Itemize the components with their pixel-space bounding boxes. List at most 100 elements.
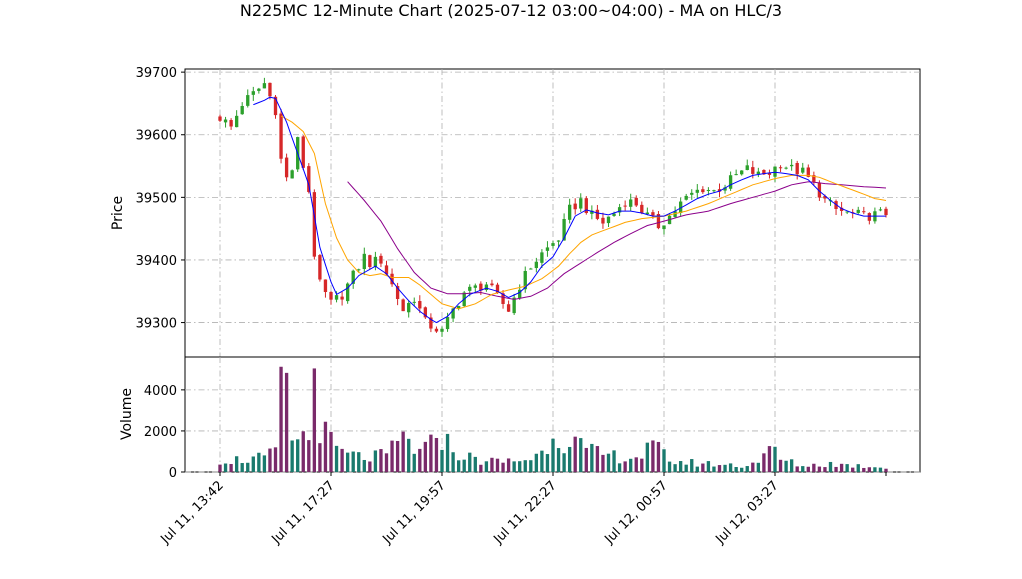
volume-bar bbox=[789, 459, 794, 472]
candle-body bbox=[279, 113, 283, 159]
volume-bar bbox=[817, 466, 822, 472]
candle-body bbox=[862, 211, 866, 213]
volume-bar bbox=[390, 440, 394, 472]
volume-bar bbox=[296, 439, 300, 472]
volume-bar bbox=[540, 450, 544, 472]
volume-bar bbox=[629, 458, 633, 472]
volume-bar bbox=[251, 456, 255, 472]
candle-body bbox=[529, 268, 533, 270]
candle-body bbox=[351, 270, 355, 284]
volume-bar bbox=[506, 458, 511, 472]
candle-body bbox=[234, 115, 239, 128]
volume-bar bbox=[862, 467, 866, 472]
candle-body bbox=[867, 213, 872, 221]
candle-body bbox=[440, 328, 444, 332]
volume-bar bbox=[229, 463, 233, 472]
price-grid bbox=[185, 69, 920, 357]
volume-bar bbox=[434, 437, 439, 472]
candle-body bbox=[379, 255, 383, 264]
candle-body bbox=[806, 167, 810, 177]
volume-bar bbox=[490, 457, 494, 472]
volume-bar bbox=[851, 467, 855, 472]
candle-body bbox=[606, 216, 611, 224]
candle-body bbox=[312, 192, 317, 257]
volume-bar bbox=[795, 466, 799, 472]
volume-bar bbox=[762, 453, 766, 472]
candle-body bbox=[878, 209, 883, 211]
candle-body bbox=[789, 164, 794, 167]
volume-bar bbox=[223, 463, 228, 472]
candle-body bbox=[362, 253, 366, 269]
volume-bar bbox=[429, 434, 433, 472]
volume-bar bbox=[645, 442, 650, 472]
candle-body bbox=[429, 317, 433, 329]
candle-body bbox=[479, 283, 483, 291]
candle-body bbox=[434, 328, 439, 332]
ma-fast-line bbox=[253, 96, 886, 324]
price-tick-label: 39600 bbox=[136, 129, 177, 144]
volume-bar bbox=[562, 453, 566, 472]
volume-bar bbox=[412, 453, 416, 472]
candle-body bbox=[257, 88, 261, 91]
volume-bar bbox=[845, 464, 849, 472]
volume-bar bbox=[640, 458, 644, 472]
candle-body bbox=[368, 255, 372, 267]
candle-body bbox=[551, 243, 555, 246]
candle-body bbox=[246, 95, 250, 106]
moving-average-lines bbox=[253, 96, 887, 324]
candle-body bbox=[617, 207, 622, 213]
volume-bar bbox=[262, 455, 267, 472]
volume-bar bbox=[234, 456, 239, 472]
candle-body bbox=[579, 198, 583, 209]
volume-bar bbox=[340, 448, 344, 472]
volume-bar bbox=[567, 446, 572, 472]
candle-body bbox=[318, 255, 322, 280]
volume-bar bbox=[673, 464, 677, 472]
candle-body bbox=[712, 190, 716, 192]
candle-body bbox=[468, 286, 472, 291]
price-y-axis: 39300 39400 39500 39600 39700 bbox=[136, 66, 185, 332]
x-tick-label: Jul 11, 22:27 bbox=[490, 478, 559, 547]
candle-body bbox=[767, 172, 772, 175]
ma-slow-line bbox=[347, 181, 887, 300]
volume-bar bbox=[523, 460, 527, 472]
volume-bar bbox=[601, 454, 605, 472]
volume-y-axis: 0 2000 4000 bbox=[144, 384, 185, 481]
volume-tick-label: 4000 bbox=[144, 384, 177, 399]
candle-body bbox=[456, 306, 461, 309]
volume-bar bbox=[867, 467, 872, 472]
candle-body bbox=[451, 308, 455, 319]
candle-body bbox=[334, 295, 339, 300]
volume-bar bbox=[451, 452, 455, 472]
volume-bar bbox=[279, 366, 283, 472]
candle-body bbox=[823, 196, 827, 199]
candle-body bbox=[856, 209, 860, 213]
price-tick-label: 39400 bbox=[136, 254, 177, 269]
volume-bar bbox=[712, 466, 716, 472]
candle-body bbox=[229, 120, 233, 127]
volume-bar bbox=[312, 368, 317, 472]
volume-bar bbox=[701, 463, 705, 472]
candle-body bbox=[518, 289, 522, 299]
price-tick-label: 39700 bbox=[136, 66, 177, 81]
volume-bar bbox=[301, 431, 305, 472]
volume-bar bbox=[401, 431, 405, 472]
candle-body bbox=[651, 212, 655, 216]
volume-bar bbox=[717, 465, 722, 472]
candle-body bbox=[595, 209, 600, 219]
candle-body bbox=[678, 201, 683, 213]
ma-mid-line bbox=[280, 115, 887, 310]
candle-body bbox=[845, 211, 849, 213]
volume-tick-label: 0 bbox=[169, 466, 177, 481]
candle-body bbox=[812, 175, 816, 182]
volume-bar bbox=[667, 461, 672, 472]
volume-bar bbox=[884, 468, 888, 472]
volume-bar bbox=[468, 452, 472, 472]
candle-body bbox=[629, 199, 633, 207]
volume-bar bbox=[723, 464, 727, 472]
candle-body bbox=[412, 301, 416, 303]
volume-bar bbox=[257, 452, 261, 472]
candle-body bbox=[240, 105, 244, 115]
candle-body bbox=[290, 170, 294, 179]
